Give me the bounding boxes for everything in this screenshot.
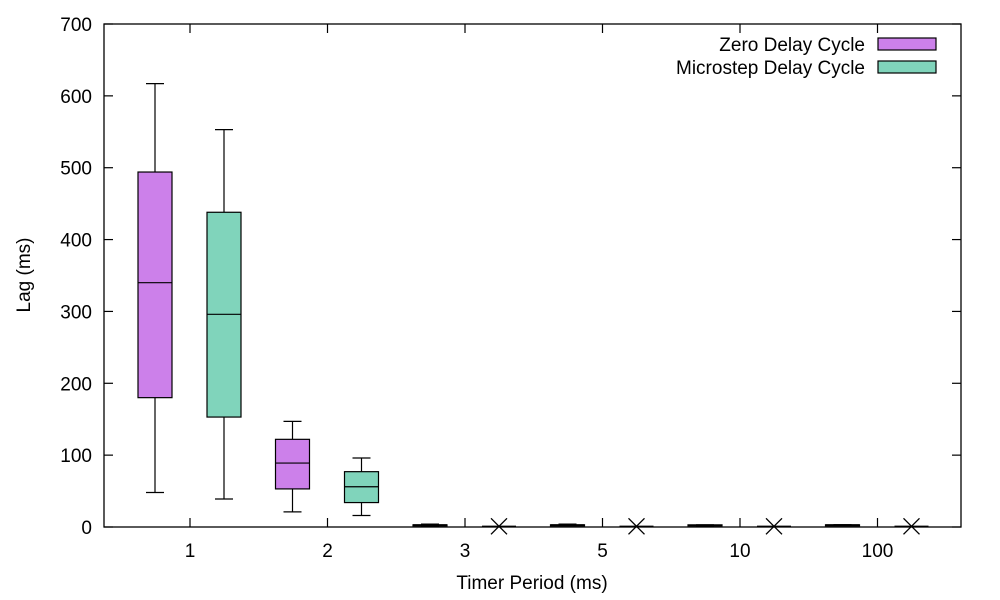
- y-tick-label: 400: [60, 231, 92, 252]
- axis-ticks: 0 100 200 300 400 500 600 700 1 2 3 5 10 100: [60, 15, 961, 562]
- box-iqr: [137, 171, 173, 399]
- legend-label: Zero Delay Cycle: [719, 35, 865, 56]
- box-zero-delay-3: [412, 523, 448, 527]
- y-tick-label: 500: [60, 159, 92, 180]
- y-axis-label: Lag (ms): [14, 238, 35, 313]
- x-tick-label: 5: [597, 541, 608, 562]
- x-axis-label: Timer Period (ms): [456, 573, 607, 594]
- boxes-layer: [137, 83, 929, 535]
- x-tick-label: 100: [862, 541, 894, 562]
- box-microstep-delay-10: [757, 517, 791, 535]
- box-zero-delay-10: [687, 524, 723, 527]
- x-tick-label: 2: [322, 541, 333, 562]
- legend-label: Microstep Delay Cycle: [676, 58, 865, 79]
- y-tick-label: 200: [60, 374, 92, 395]
- plot-frame: [103, 23, 962, 528]
- box-microstep-delay-100: [894, 517, 929, 535]
- legend-swatch: [877, 60, 937, 74]
- y-tick-label: 0: [81, 518, 92, 539]
- y-tick-label: 100: [60, 446, 92, 467]
- box-zero-delay-2: [274, 420, 311, 513]
- box-microstep-delay-1: [206, 129, 242, 500]
- legend-swatch: [877, 37, 937, 51]
- box-microstep-delay-3: [482, 517, 516, 535]
- box-microstep-delay-2: [343, 457, 380, 517]
- box-zero-delay-1: [137, 83, 173, 494]
- box-iqr: [274, 438, 311, 490]
- x-tick-label: 10: [729, 541, 750, 562]
- x-tick-label: 1: [185, 541, 196, 562]
- box-zero-delay-100: [824, 524, 861, 527]
- box-microstep-delay-5: [619, 517, 654, 535]
- y-tick-label: 700: [60, 15, 92, 36]
- x-tick-label: 3: [460, 541, 471, 562]
- y-tick-label: 600: [60, 87, 92, 108]
- box-zero-delay-5: [549, 523, 586, 527]
- y-tick-label: 300: [60, 302, 92, 323]
